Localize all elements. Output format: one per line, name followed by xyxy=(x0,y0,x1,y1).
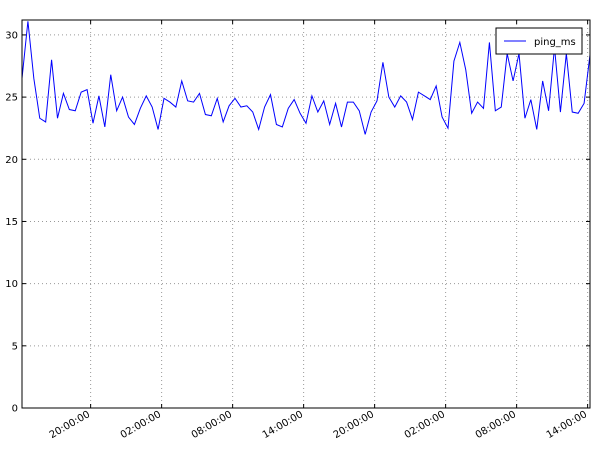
y-tick-label: 5 xyxy=(12,341,18,352)
x-tick-label: 14:00:00 xyxy=(261,409,305,441)
x-tick-label: 14:00:00 xyxy=(545,409,589,441)
x-tick-label: 20:00:00 xyxy=(48,409,92,441)
y-tick-label: 20 xyxy=(5,155,18,166)
data-line xyxy=(21,21,591,135)
y-tick-label: 10 xyxy=(5,279,18,290)
y-tick-label: 15 xyxy=(5,217,18,228)
y-tick-label: 30 xyxy=(5,30,18,41)
plot-frame xyxy=(21,19,591,409)
y-tick-label: 0 xyxy=(12,404,18,415)
legend-label: ping_ms xyxy=(534,37,576,48)
x-tick-label: 02:00:00 xyxy=(119,409,163,441)
x-tick-label: 08:00:00 xyxy=(190,409,234,441)
y-tick-label: 25 xyxy=(5,93,18,104)
x-tick-label: 20:00:00 xyxy=(332,409,376,441)
x-tick-label: 02:00:00 xyxy=(403,409,447,441)
x-tick-label: 08:00:00 xyxy=(474,409,518,441)
